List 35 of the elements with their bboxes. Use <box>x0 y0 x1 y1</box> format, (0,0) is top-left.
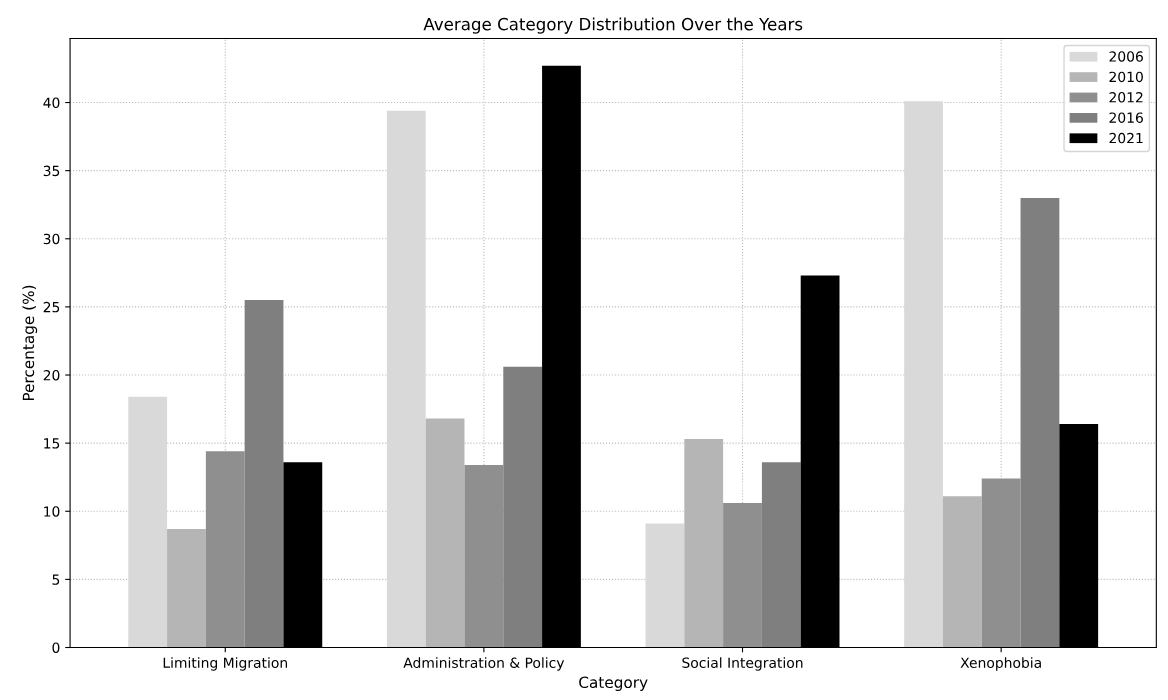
x-tick-label: Administration & Policy <box>403 657 565 671</box>
bar <box>244 300 284 648</box>
bar <box>167 528 206 648</box>
bar <box>981 478 1021 648</box>
y-tick-label: 10 <box>44 506 60 517</box>
y-tick-label: 25 <box>43 301 60 313</box>
bar <box>128 396 168 648</box>
bar <box>464 464 504 648</box>
x-tick-label: Xenophobia <box>960 657 1041 671</box>
bar <box>645 523 685 648</box>
bar <box>503 366 543 648</box>
bar <box>761 462 801 648</box>
legend-label: 2012 <box>1109 92 1143 103</box>
legend-label: 2021 <box>1109 132 1143 144</box>
x-tick-label: Limiting Migration <box>163 657 287 671</box>
y-axis-title: Percentage (%) <box>22 285 38 401</box>
y-tick-label: 35 <box>43 165 60 177</box>
bar <box>205 451 245 648</box>
legend-label: 2006 <box>1109 51 1143 62</box>
legend-label: 2010 <box>1109 71 1143 83</box>
bar <box>942 496 982 648</box>
y-tick-label: 30 <box>43 233 60 245</box>
bar <box>904 101 943 648</box>
chart-title: Average Category Distribution Over the Years <box>423 17 803 34</box>
x-axis-title: Category <box>579 676 648 692</box>
legend-label: 2016 <box>1109 112 1143 123</box>
y-tick-label: 5 <box>52 574 60 585</box>
bar <box>386 110 426 648</box>
bar <box>723 503 762 648</box>
y-tick-label: 0 <box>52 642 60 653</box>
x-tick-label: Social Integration <box>682 657 803 671</box>
y-tick-label: 15 <box>44 438 60 449</box>
y-tick-label: 20 <box>43 369 60 381</box>
y-tick-label: 40 <box>43 97 60 109</box>
bar <box>1020 197 1060 648</box>
